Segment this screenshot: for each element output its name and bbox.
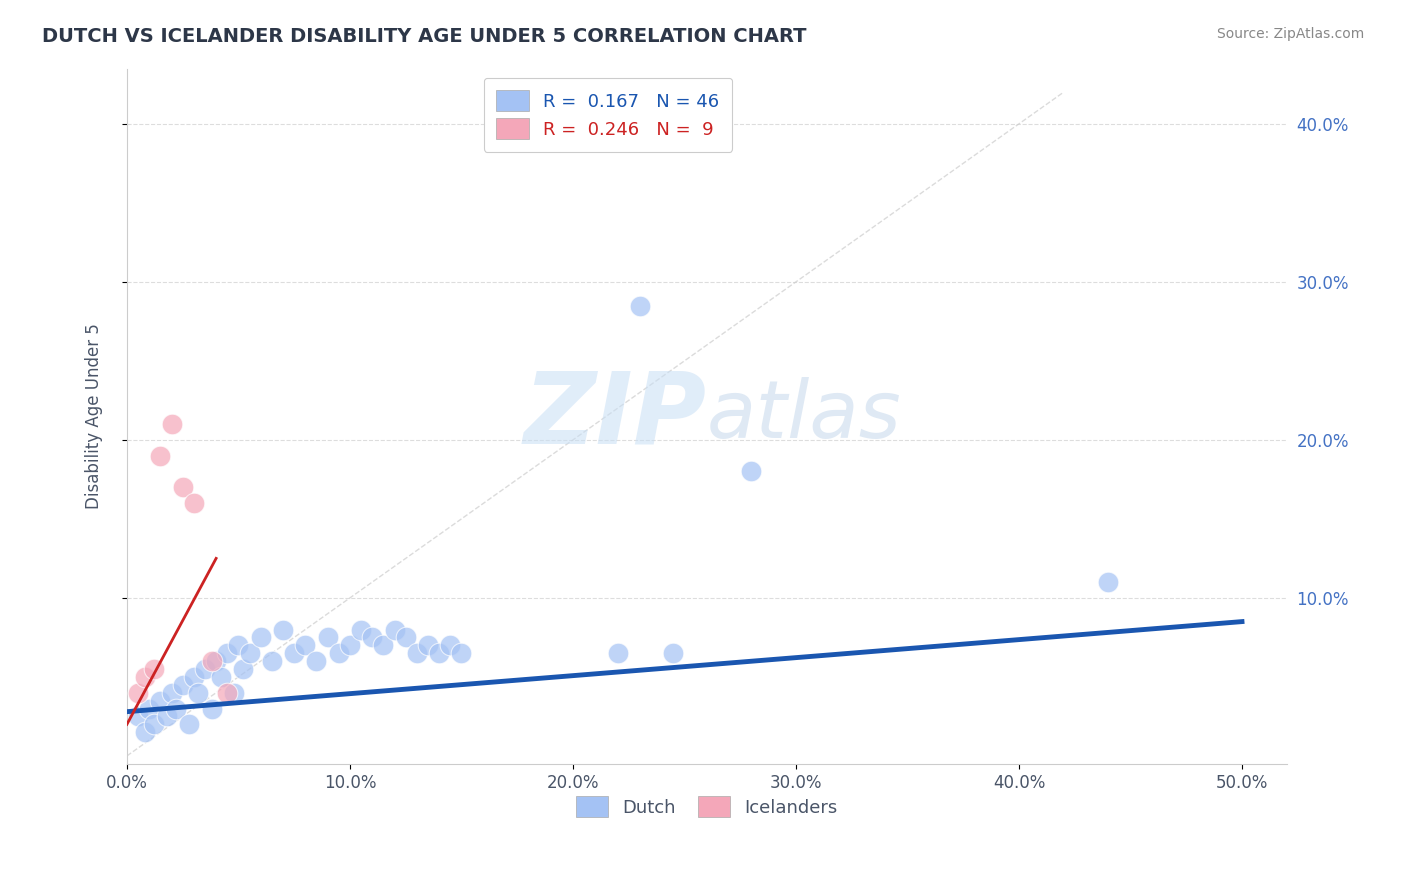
Point	[439, 638, 461, 652]
Point	[271, 623, 294, 637]
Point	[138, 701, 160, 715]
Point	[142, 662, 165, 676]
Point	[373, 638, 395, 652]
Point	[228, 638, 250, 652]
Point	[294, 638, 316, 652]
Point	[283, 646, 305, 660]
Point	[194, 662, 217, 676]
Text: ZIP: ZIP	[524, 368, 707, 465]
Point	[606, 646, 628, 660]
Point	[149, 693, 172, 707]
Point	[172, 678, 194, 692]
Point	[165, 701, 187, 715]
Point	[740, 465, 762, 479]
Point	[172, 480, 194, 494]
Point	[316, 631, 339, 645]
Point	[427, 646, 450, 660]
Point	[201, 654, 224, 668]
Legend: Dutch, Icelanders: Dutch, Icelanders	[568, 789, 845, 824]
Point	[127, 686, 149, 700]
Point	[1097, 575, 1119, 590]
Point	[217, 686, 239, 700]
Point	[384, 623, 406, 637]
Point	[149, 449, 172, 463]
Point	[350, 623, 373, 637]
Point	[217, 646, 239, 660]
Point	[134, 725, 156, 739]
Point	[232, 662, 254, 676]
Point	[450, 646, 472, 660]
Point	[179, 717, 201, 731]
Point	[160, 686, 183, 700]
Point	[305, 654, 328, 668]
Point	[239, 646, 262, 660]
Point	[249, 631, 271, 645]
Point	[339, 638, 361, 652]
Point	[156, 709, 179, 723]
Point	[183, 496, 205, 510]
Point	[201, 701, 224, 715]
Point	[209, 670, 232, 684]
Point	[183, 670, 205, 684]
Point	[662, 646, 685, 660]
Y-axis label: Disability Age Under 5: Disability Age Under 5	[86, 323, 103, 509]
Point	[205, 654, 228, 668]
Point	[328, 646, 350, 660]
Point	[222, 686, 245, 700]
Point	[160, 417, 183, 431]
Text: Source: ZipAtlas.com: Source: ZipAtlas.com	[1216, 27, 1364, 41]
Point	[361, 631, 384, 645]
Point	[260, 654, 283, 668]
Point	[395, 631, 418, 645]
Point	[187, 686, 209, 700]
Point	[416, 638, 439, 652]
Text: atlas: atlas	[707, 377, 901, 455]
Point	[405, 646, 427, 660]
Point	[134, 670, 156, 684]
Point	[127, 709, 149, 723]
Point	[142, 717, 165, 731]
Point	[628, 299, 651, 313]
Text: DUTCH VS ICELANDER DISABILITY AGE UNDER 5 CORRELATION CHART: DUTCH VS ICELANDER DISABILITY AGE UNDER …	[42, 27, 807, 45]
